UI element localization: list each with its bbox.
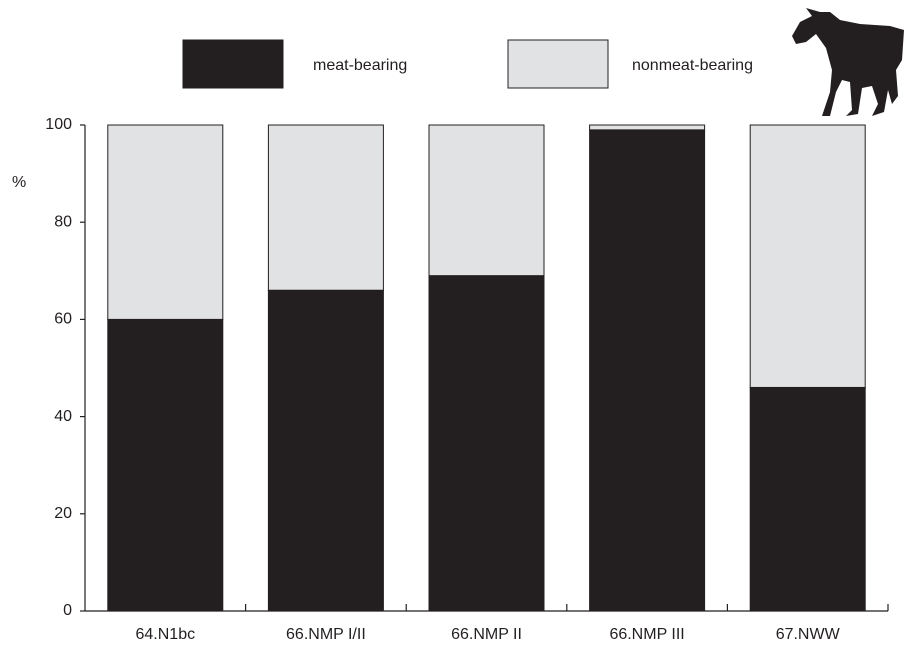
bar-segment: [428, 124, 545, 277]
legend-label: meat-bearing: [313, 57, 407, 74]
bar-segment: [589, 129, 706, 612]
legend-label: nonmeat-bearing: [632, 57, 753, 74]
bar-segment: [267, 124, 384, 291]
y-tick-label: 0: [63, 602, 72, 619]
y-tick-label: 60: [54, 311, 72, 328]
bar-segment: [267, 289, 384, 612]
cow-icon: [792, 8, 904, 116]
y-axis-label: %: [12, 174, 26, 191]
legend-swatch: [507, 39, 609, 89]
x-tick-label: 66.NMP III: [609, 626, 684, 643]
bar-segment: [749, 124, 866, 388]
y-tick-label: 40: [54, 408, 72, 425]
bar-segment: [749, 386, 866, 612]
bar-segment: [428, 275, 545, 612]
x-tick-label: 64.N1bc: [136, 626, 196, 643]
bar-segment: [107, 318, 224, 612]
x-tick-label: 66.NMP I/II: [286, 626, 366, 643]
y-tick-label: 100: [45, 116, 72, 133]
bar-segment: [589, 124, 706, 131]
x-tick-label: 66.NMP II: [451, 626, 522, 643]
x-tick-label: 67.NWW: [776, 626, 841, 643]
y-tick-label: 20: [54, 505, 72, 522]
bar-segment: [107, 124, 224, 320]
y-tick-label: 80: [54, 213, 72, 230]
legend-swatch: [182, 39, 284, 89]
